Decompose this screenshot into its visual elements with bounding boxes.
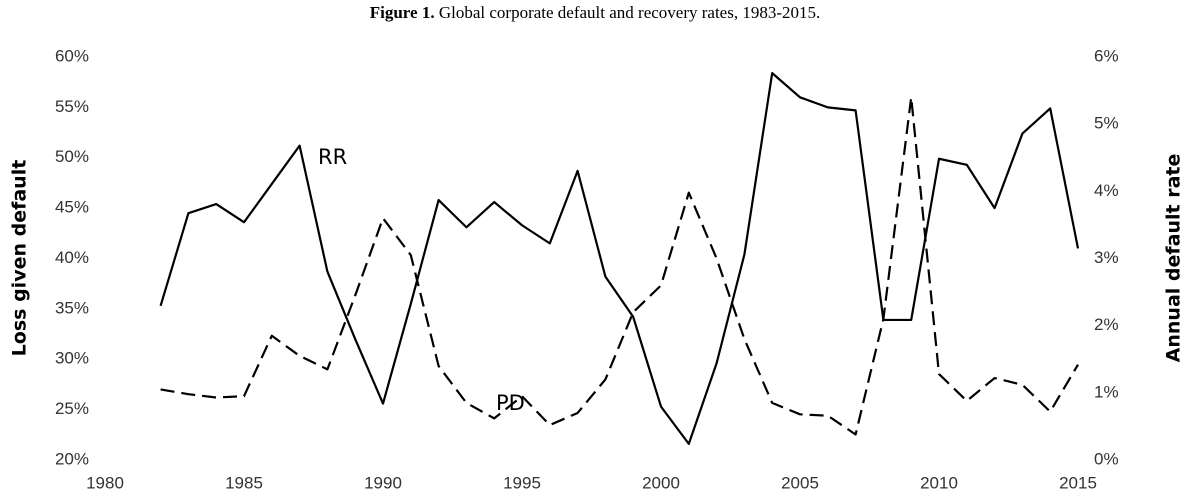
x-tick-label: 1980 [86,473,124,492]
y-tick-label: 30% [55,349,89,368]
y-tick-label: 60% [55,46,89,65]
y2-axis-title: Annual default rate [1163,154,1185,363]
y-tick-label: 35% [55,298,89,317]
y2-tick-label: 2% [1094,315,1119,334]
x-tick-label: 2010 [920,473,958,492]
y-tick-label: 50% [55,147,89,166]
y2-tick-label: 5% [1094,114,1119,133]
y-tick-label: 20% [55,449,89,468]
title-text: Global corporate default and recovery ra… [439,3,820,22]
y-tick-label: 55% [55,97,89,116]
y2-tick-label: 6% [1094,46,1119,65]
chart-title: Figure 1. Global corporate default and r… [370,3,821,22]
y-tick-label: 25% [55,399,89,418]
y2-tick-label: 3% [1094,248,1119,267]
y2-tick-label: 1% [1094,382,1119,401]
x-tick-label: 2005 [781,473,819,492]
series-label: RR [318,145,347,169]
x-tick-label: 2015 [1059,473,1097,492]
y-tick-label: 45% [55,198,89,217]
x-tick-label: 1995 [503,473,541,492]
x-tick-label: 2000 [642,473,680,492]
title-prefix: Figure 1. [370,3,435,22]
y-axis-title: Loss given default [9,160,31,357]
y2-tick-label: 0% [1094,449,1119,468]
series-line [159,72,1080,445]
x-tick-label: 1985 [225,473,263,492]
series-line [160,96,1079,436]
x-tick-label: 1990 [364,473,402,492]
series-label: PD [496,391,525,415]
y2-tick-label: 4% [1094,181,1119,200]
y-tick-label: 40% [55,248,89,267]
